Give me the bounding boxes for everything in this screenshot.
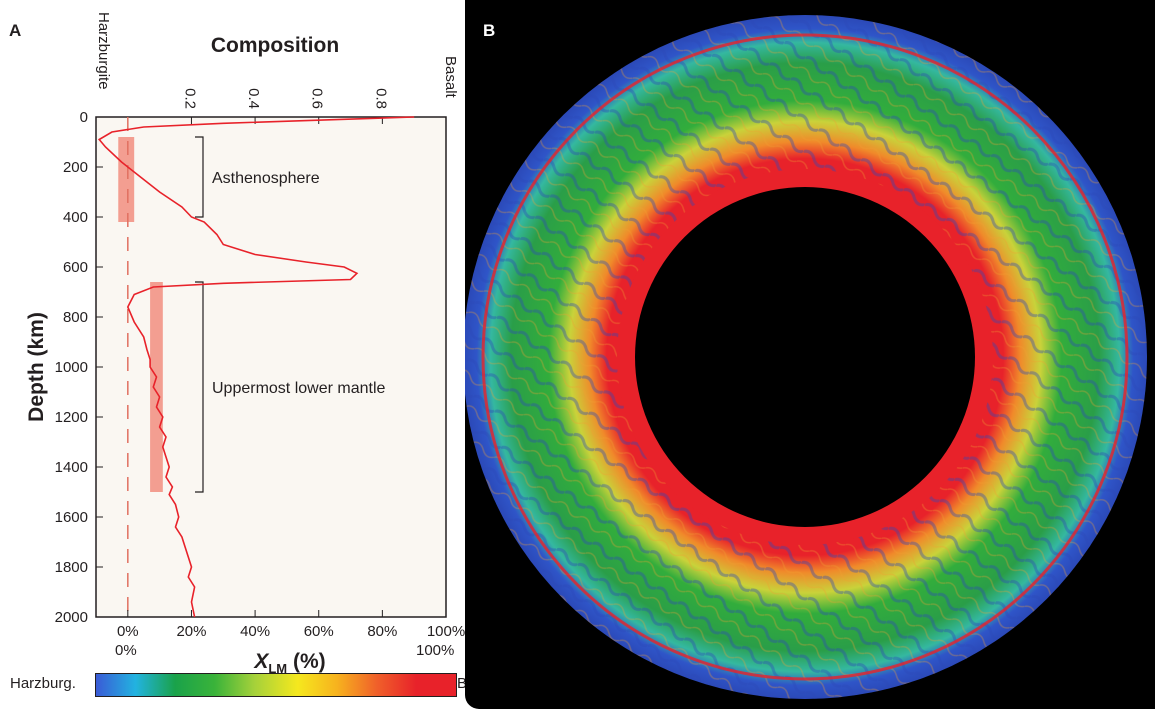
colorbar-max-label: 100%	[416, 642, 455, 659]
y-tick-label: 600	[63, 259, 88, 276]
shaded-band-1	[118, 137, 135, 222]
shaded-band-2	[150, 282, 163, 492]
bracket-label-1: Asthenosphere	[212, 170, 320, 187]
bracket-1	[195, 136, 204, 218]
bottom-tick-label: 40%	[240, 623, 270, 640]
bottom-tick-label: 0%	[117, 623, 139, 640]
colorbar-gradient	[95, 673, 457, 697]
bottom-tick-label: 80%	[367, 623, 397, 640]
y-tick-label: 400	[63, 209, 88, 226]
top-tick-label: 0.2	[181, 88, 198, 109]
y-tick-label: 1000	[55, 359, 88, 376]
bracket-label-2: Uppermost lower mantle	[212, 380, 386, 397]
y-tick-label: 1800	[55, 559, 88, 576]
core	[635, 187, 975, 527]
top-tick-label: 0.6	[309, 88, 326, 109]
colorbar-left-label: Harzburg.	[10, 675, 76, 692]
x-axis-title: XLM (%)	[253, 650, 325, 676]
top-tick-label: 0.8	[372, 88, 389, 109]
mantle-convection-annulus	[463, 15, 1147, 699]
y-tick-label: 200	[63, 159, 88, 176]
top-end-label-right: Basalt	[442, 56, 459, 99]
y-tick-label: 2000	[55, 609, 88, 626]
bottom-tick-label: 60%	[304, 623, 334, 640]
colorbar: 0% 100% Harzburg. Basalt	[0, 640, 520, 709]
top-tick-label: 0.4	[245, 88, 262, 109]
y-tick-label: 800	[63, 309, 88, 326]
panel-b-letter: B	[483, 21, 496, 40]
bracket-2	[195, 281, 204, 493]
composition-depth-chart: 0 200 400 600 800 1000 1200 1400 1600 1800 2000 0% 2…	[25, 12, 465, 676]
top-end-label-left: Harzburgite	[95, 12, 112, 90]
bottom-tick-label: 20%	[176, 623, 206, 640]
panel-a-letter: A	[9, 21, 22, 40]
composition-profile-line	[97, 116, 415, 618]
top-axis-title: Composition	[211, 34, 339, 57]
y-tick-label: 1200	[55, 409, 88, 426]
y-axis-title: Depth (km)	[25, 312, 48, 422]
plot-layer: 0 200 400 600 800 1000 1200 1400 1600 1800 2000 0% 2…	[25, 12, 465, 676]
y-tick-label: 0	[80, 109, 88, 126]
y-tick-label: 1400	[55, 459, 88, 476]
plot-area	[95, 116, 447, 618]
upper-basalt-ring	[481, 33, 1129, 681]
panel-b-simulation-image	[463, 0, 1155, 709]
colorbar-min-label: 0%	[115, 642, 137, 659]
y-tick-label: 1600	[55, 509, 88, 526]
bottom-tick-label: 100%	[427, 623, 465, 640]
